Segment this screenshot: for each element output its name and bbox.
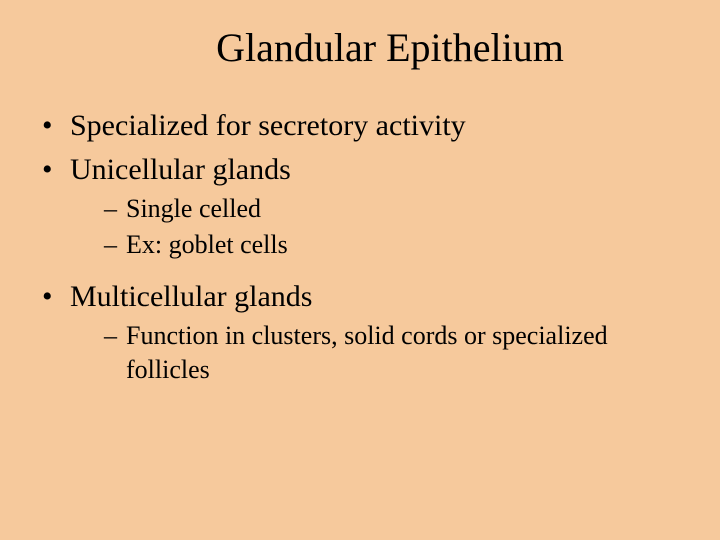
sub-bullet-item: Function in clusters, solid cords or spe… (104, 319, 678, 387)
sub-bullet-item: Single celled (104, 192, 678, 226)
slide-title: Glandular Epithelium (42, 24, 678, 71)
slide: Glandular Epithelium Specialized for sec… (0, 0, 720, 540)
sub-bullet-list: Single celled Ex: goblet cells (70, 192, 678, 262)
sub-bullet-text: Function in clusters, solid cords or spe… (126, 321, 608, 384)
bullet-text: Multicellular glands (70, 280, 312, 313)
sub-bullet-list: Function in clusters, solid cords or spe… (70, 319, 678, 387)
bullet-item: Multicellular glands Function in cluster… (42, 278, 678, 387)
sub-bullet-text: Single celled (126, 194, 261, 223)
sub-bullet-text: Ex: goblet cells (126, 230, 288, 259)
bullet-text: Specialized for secretory activity (70, 109, 466, 142)
sub-bullet-item: Ex: goblet cells (104, 228, 678, 262)
bullet-list: Specialized for secretory activity Unice… (42, 107, 678, 387)
bullet-text: Unicellular glands (70, 153, 291, 186)
bullet-item: Specialized for secretory activity (42, 107, 678, 145)
bullet-item: Unicellular glands Single celled Ex: gob… (42, 151, 678, 262)
